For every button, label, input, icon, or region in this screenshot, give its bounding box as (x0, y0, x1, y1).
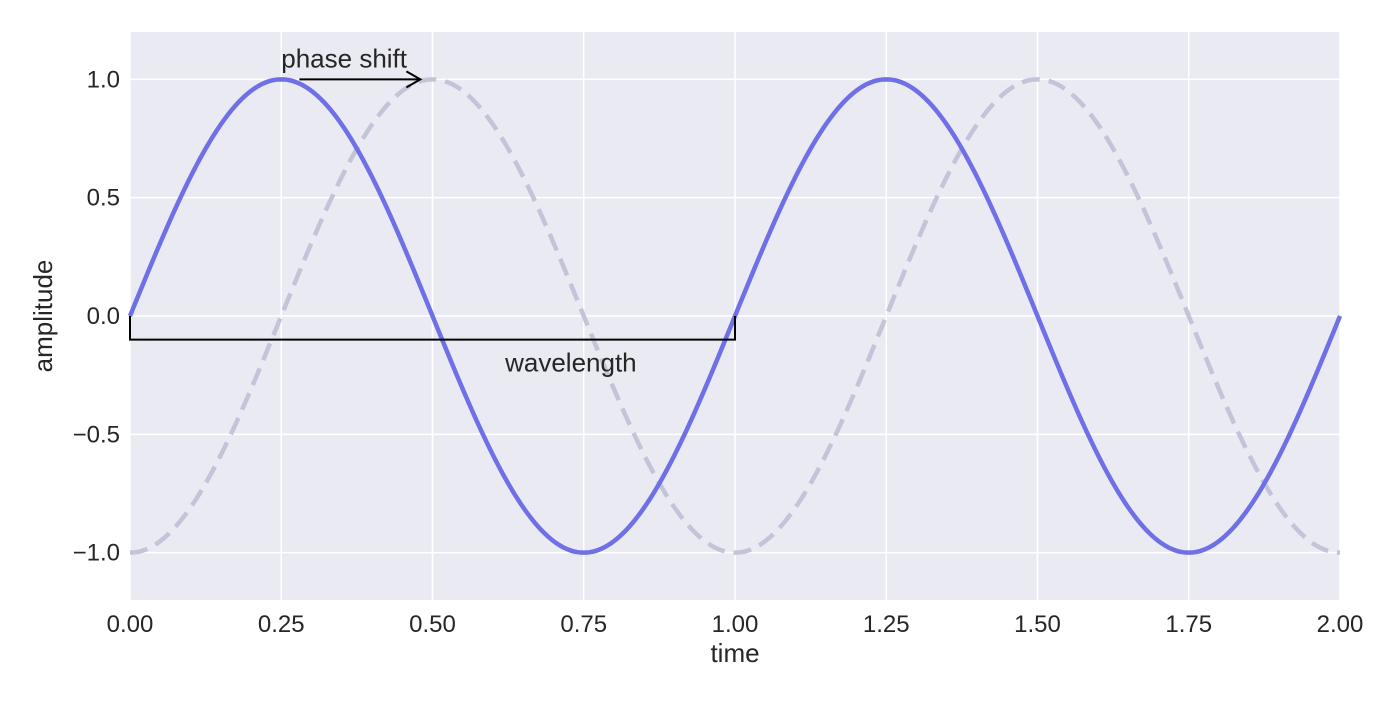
x-tick-label: 0.25 (258, 611, 305, 638)
y-axis-label: amplitude (28, 260, 58, 373)
phase-shift-arrowhead (405, 70, 423, 89)
y-tick-label: 1.0 (87, 66, 120, 93)
series-line-dashed (129, 77, 1341, 555)
wavelength-label: wavelength (504, 347, 637, 377)
y-tick-label: −1.0 (73, 540, 120, 567)
x-tick-label: 0.50 (409, 611, 456, 638)
x-tick-label: 1.00 (712, 611, 759, 638)
y-tick-label: 0.5 (87, 185, 120, 212)
x-tick-label: 1.50 (1014, 611, 1061, 638)
x-axis-label: time (710, 638, 759, 668)
y-tick-label: 0.0 (87, 303, 120, 330)
x-tick-label: 2.00 (1317, 611, 1364, 638)
tick-labels: 0.00 0.25 0.50 0.75 1.00 1.25 1.50 1.75 2.00 1.0 0… (73, 66, 1364, 638)
x-tick-label: 1.25 (863, 611, 910, 638)
y-tick-label: −0.5 (73, 421, 120, 448)
x-tick-label: 1.75 (1165, 611, 1212, 638)
x-tick-label: 0.00 (107, 611, 154, 638)
x-tick-label: 0.75 (560, 611, 607, 638)
annotations: phase shift wavelength (129, 44, 736, 377)
phase-shift-label: phase shift (281, 44, 408, 74)
wavelength-bracket (129, 316, 736, 341)
